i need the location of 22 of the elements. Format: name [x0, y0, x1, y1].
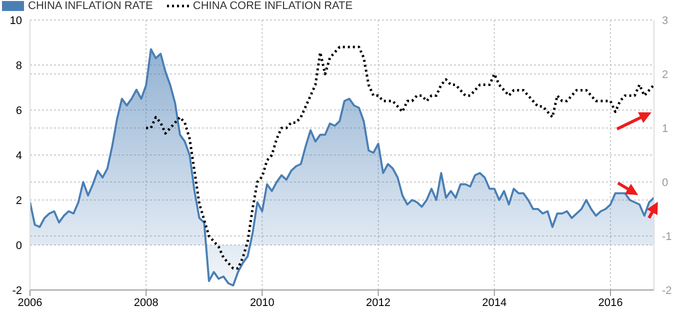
y-tick-label: 10 [10, 14, 22, 27]
y-tick-label: 4 [16, 150, 22, 162]
y-tick-label: 2 [16, 194, 22, 207]
y-tick-label: -2 [12, 284, 22, 297]
y-tick-label: 8 [16, 60, 22, 72]
x-tick-label: 2010 [250, 296, 274, 309]
y2-tick-label: 0 [662, 176, 668, 189]
legend-label: CHINA INFLATION RATE [28, 0, 153, 12]
x-tick-label: 2014 [482, 296, 507, 309]
y2-tick-label: -2 [662, 284, 672, 297]
y2-tick-label: 1 [662, 122, 668, 135]
y2-tick-label: 3 [662, 14, 668, 27]
y-tick-label: 0 [16, 240, 22, 252]
x-tick-label: 2012 [366, 296, 391, 309]
y-tick-label: 6 [16, 104, 22, 117]
x-tick-label: 2016 [598, 296, 623, 309]
line-series [144, 46, 654, 270]
y2-tick-label: 2 [662, 68, 668, 81]
y2-tick-label: -1 [662, 230, 672, 243]
x-tick-label: 2008 [134, 296, 158, 309]
x-tick-label: 2006 [18, 296, 42, 309]
legend-label: CHINA CORE INFLATION RATE [192, 0, 353, 12]
